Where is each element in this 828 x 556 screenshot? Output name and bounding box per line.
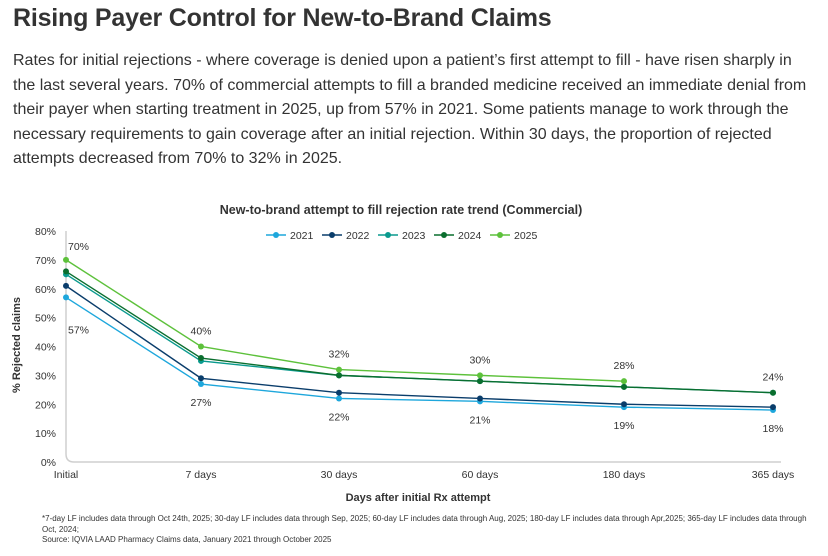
y-tick-label: 20% [35, 399, 56, 411]
y-tick-label: 80% [35, 226, 56, 238]
data-point-2021 [63, 294, 69, 301]
data-point-2025 [621, 378, 627, 385]
x-tick-label: 30 days [321, 469, 358, 481]
x-tick-label: 365 days [752, 469, 795, 481]
data-point-2022 [336, 389, 342, 396]
series-line-2025 [65, 259, 625, 382]
y-tick-label: 0% [41, 457, 56, 469]
x-tick-label: 60 days [462, 469, 499, 481]
data-point-2022 [770, 404, 776, 411]
y-axis-label: % Rejected claims [11, 297, 23, 393]
data-label: 70% [68, 241, 89, 253]
data-point-2022 [621, 401, 627, 408]
data-point-2025 [336, 366, 342, 373]
y-tick-label: 70% [35, 255, 56, 267]
y-tick-label: 30% [35, 370, 56, 382]
data-point-2022 [63, 282, 69, 289]
y-tick-label: 10% [35, 428, 56, 440]
data-point-2024 [336, 372, 342, 379]
x-tick-label: Initial [54, 469, 79, 481]
series-line-2022 [65, 285, 774, 408]
data-point-2025 [477, 372, 483, 379]
data-point-2024 [770, 389, 776, 396]
data-label: 22% [328, 411, 349, 423]
y-tick-label: 40% [35, 342, 56, 354]
legend-label-2025: 2025 [514, 230, 538, 242]
data-label: 18% [762, 423, 783, 435]
legend-marker [497, 232, 503, 238]
data-label: 40% [190, 326, 211, 338]
legend-label-2023: 2023 [402, 230, 426, 242]
data-point-2021 [336, 395, 342, 402]
series-line-2021 [65, 296, 774, 411]
x-tick-label: 180 days [603, 469, 646, 481]
data-label: 21% [469, 414, 490, 426]
x-axis-line [65, 231, 781, 463]
data-label: 24% [762, 372, 783, 384]
footnote-coverage: *7-day LF includes data through Oct 24th… [42, 514, 807, 534]
legend-label-2021: 2021 [290, 230, 314, 242]
intro-paragraph: Rates for initial rejections - where cov… [13, 52, 807, 167]
data-point-2024 [63, 268, 69, 275]
rejection-rate-line-chart: New-to-brand attempt to fill rejection r… [11, 203, 795, 504]
data-label: 19% [613, 420, 634, 432]
legend-label-2022: 2022 [346, 230, 370, 242]
y-tick-label: 50% [35, 313, 56, 325]
footnote-source: Source: IQVIA LAAD Pharmacy Claims data,… [42, 535, 332, 544]
data-point-2024 [621, 383, 627, 390]
y-tick-label: 60% [35, 284, 56, 296]
data-point-2021 [198, 381, 204, 388]
data-point-2024 [198, 355, 204, 362]
legend-marker [385, 232, 391, 238]
data-point-2024 [477, 378, 483, 385]
legend-marker [441, 232, 447, 238]
legend-marker [273, 232, 279, 238]
data-point-2025 [63, 256, 69, 263]
x-axis-label: Days after initial Rx attempt [346, 492, 491, 504]
series-line-2023 [65, 273, 774, 394]
data-label: 28% [613, 360, 634, 372]
footnotes: *7-day LF includes data through Oct 24th… [42, 514, 822, 546]
page-title: Rising Payer Control for New-to-Brand Cl… [13, 4, 552, 32]
data-point-2025 [198, 343, 204, 350]
data-label: 27% [190, 397, 211, 409]
data-point-2022 [198, 375, 204, 382]
legend-marker [329, 232, 335, 238]
data-label: 57% [68, 324, 89, 336]
data-point-2022 [477, 395, 483, 402]
data-label: 32% [328, 349, 349, 361]
data-label: 30% [469, 354, 490, 366]
x-tick-label: 7 days [186, 469, 217, 481]
series-line-2024 [65, 270, 774, 394]
legend-label-2024: 2024 [458, 230, 482, 242]
chart-title: New-to-brand attempt to fill rejection r… [220, 203, 583, 217]
